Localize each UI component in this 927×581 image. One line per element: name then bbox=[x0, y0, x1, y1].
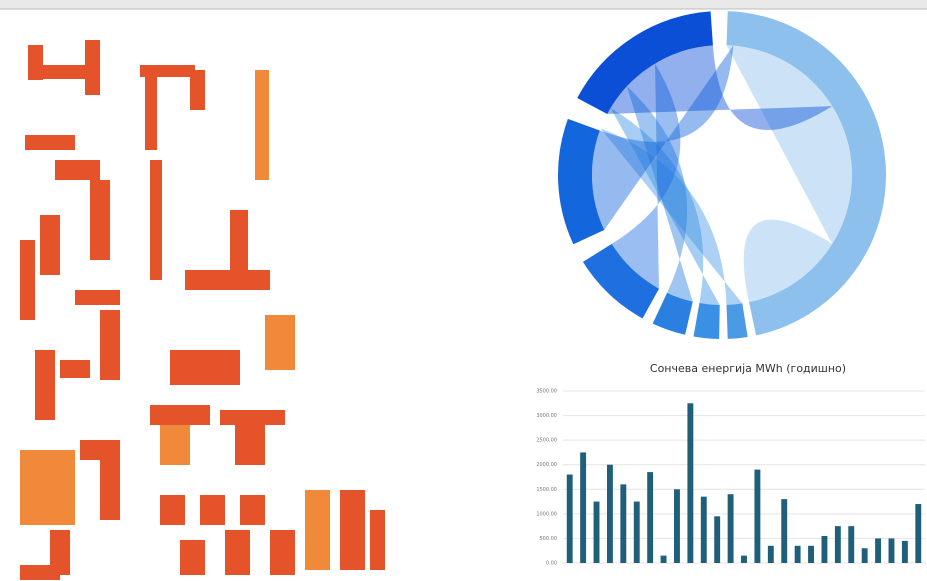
y-tick-label: 1500.00 bbox=[536, 487, 557, 493]
building bbox=[185, 270, 270, 290]
y-tick-label: 500.00 bbox=[540, 536, 558, 542]
bar bbox=[901, 540, 908, 563]
building bbox=[255, 70, 269, 180]
building bbox=[150, 405, 210, 425]
bar bbox=[714, 516, 721, 563]
bar bbox=[808, 545, 814, 563]
bar bbox=[580, 452, 587, 563]
bar bbox=[741, 555, 747, 563]
chord-ribbon bbox=[611, 63, 681, 289]
chord-ribbon bbox=[592, 45, 734, 230]
y-tick-label: 3000.00 bbox=[536, 413, 557, 419]
bar bbox=[888, 538, 895, 563]
bar bbox=[660, 555, 667, 563]
building bbox=[160, 425, 190, 465]
bar bbox=[633, 501, 640, 563]
bar bbox=[674, 489, 680, 563]
building bbox=[180, 540, 205, 575]
y-tick-label: 2500.00 bbox=[536, 438, 557, 444]
bar bbox=[848, 526, 855, 563]
building bbox=[20, 450, 75, 525]
building bbox=[200, 495, 225, 525]
bar bbox=[834, 526, 841, 563]
bar bbox=[915, 504, 922, 563]
building bbox=[35, 350, 55, 420]
bar bbox=[861, 548, 868, 563]
bar bbox=[781, 499, 788, 563]
building bbox=[20, 240, 35, 320]
chord-ribbon bbox=[607, 45, 833, 131]
building bbox=[60, 360, 90, 378]
building bbox=[170, 350, 240, 385]
chord-ribbon bbox=[726, 45, 853, 303]
bar bbox=[620, 484, 627, 563]
chord-arc bbox=[652, 292, 694, 335]
bar bbox=[727, 494, 734, 563]
top-bar bbox=[0, 0, 927, 9]
building bbox=[40, 215, 60, 275]
building bbox=[240, 495, 265, 525]
chord-arc bbox=[582, 243, 660, 319]
bar bbox=[821, 535, 828, 563]
y-tick-label: 1000.00 bbox=[536, 511, 557, 517]
building bbox=[100, 310, 120, 380]
building bbox=[85, 40, 100, 95]
bar bbox=[593, 501, 600, 563]
building bbox=[370, 510, 385, 570]
chord-arc bbox=[577, 11, 714, 115]
building bbox=[25, 135, 75, 150]
chord-arc bbox=[726, 11, 886, 336]
chord-arc bbox=[693, 302, 721, 339]
building bbox=[230, 210, 248, 270]
bar bbox=[566, 474, 573, 563]
bar bbox=[687, 403, 694, 563]
y-tick-label: 0.00 bbox=[546, 561, 557, 567]
bar bbox=[700, 496, 707, 563]
chord-ribbon bbox=[610, 108, 720, 305]
bar bbox=[875, 538, 882, 563]
building bbox=[100, 460, 120, 520]
bar bbox=[767, 545, 774, 563]
building bbox=[90, 180, 110, 260]
chord-ribbon bbox=[626, 86, 693, 302]
building bbox=[140, 65, 195, 77]
building bbox=[305, 490, 330, 570]
building bbox=[55, 160, 100, 180]
y-tick-label: 3500.00 bbox=[536, 389, 557, 395]
building bbox=[20, 565, 60, 580]
building bbox=[220, 410, 285, 425]
building bbox=[340, 490, 365, 570]
building bbox=[145, 75, 157, 150]
bar bbox=[754, 469, 761, 563]
building bbox=[75, 290, 120, 305]
building bbox=[270, 530, 295, 575]
chord-ribbon bbox=[600, 128, 743, 305]
chord-diagram bbox=[558, 11, 886, 339]
building bbox=[28, 45, 43, 80]
solar-map bbox=[20, 40, 385, 580]
building bbox=[40, 65, 95, 79]
building bbox=[160, 495, 185, 525]
building bbox=[225, 530, 250, 575]
building bbox=[80, 440, 120, 460]
chord-arc bbox=[726, 303, 748, 339]
building bbox=[50, 530, 70, 575]
chord-arc bbox=[558, 118, 605, 245]
building bbox=[190, 70, 205, 110]
bar bbox=[606, 464, 613, 563]
building bbox=[265, 315, 295, 370]
chart-title: Сончева енергија MWh (годишно) bbox=[650, 362, 846, 375]
bar bbox=[794, 545, 801, 563]
building bbox=[150, 160, 162, 280]
bar bbox=[647, 472, 654, 563]
y-tick-label: 2000.00 bbox=[536, 462, 557, 468]
building bbox=[235, 425, 265, 465]
